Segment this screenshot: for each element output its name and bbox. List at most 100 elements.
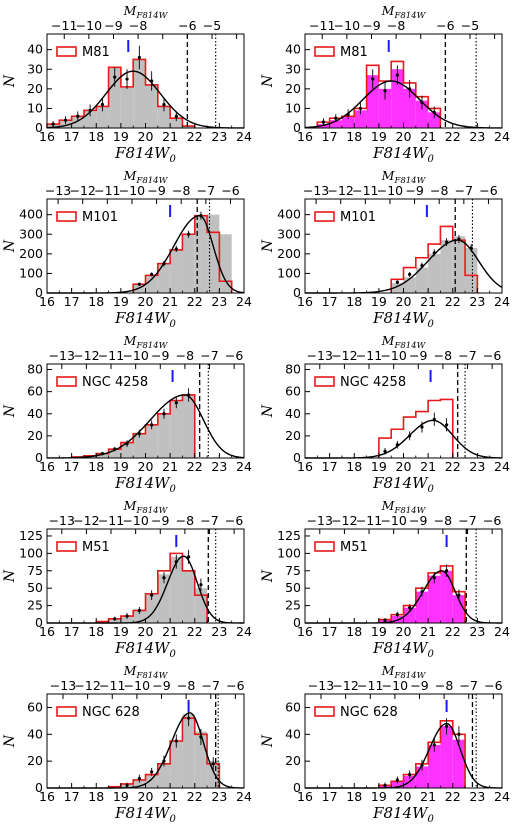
top-axis-title: MF814W <box>123 333 169 351</box>
top-tick-label: −7 <box>460 678 478 693</box>
x-tick-label: 21 <box>162 624 178 639</box>
model-point <box>395 280 399 284</box>
x-tick-label: 21 <box>162 789 178 804</box>
fill-bar <box>428 575 441 623</box>
fill-bar <box>133 59 146 129</box>
fill-bar <box>182 394 195 458</box>
x-tick-label: 23 <box>469 459 485 474</box>
model-point <box>395 613 399 617</box>
model-point <box>432 251 436 255</box>
model-point <box>150 272 154 276</box>
top-axis-title-main: M <box>381 168 396 183</box>
y-tick-label: 125 <box>19 528 43 543</box>
x-axis-title-sub: 0 <box>170 649 177 660</box>
legend-label: NGC 4258 <box>82 375 148 390</box>
top-tick-label: −11 <box>309 18 335 33</box>
x-tick-label: 20 <box>396 624 412 639</box>
y-tick-label: 20 <box>27 753 43 768</box>
fill-bar <box>108 67 121 128</box>
top-tick-label: −11 <box>51 18 77 33</box>
x-tick-label: 21 <box>162 294 178 309</box>
x-tick-label: 16 <box>39 789 55 804</box>
top-axis-title-main: M <box>381 498 396 513</box>
top-axis-title-main: M <box>123 3 138 18</box>
model-curve <box>47 394 245 459</box>
top-tick-label: −12 <box>74 678 100 693</box>
x-tick-label: 23 <box>211 624 227 639</box>
legend-label: M101 <box>340 210 376 225</box>
top-axis-title-main: M <box>381 663 396 678</box>
fill-bar <box>157 263 171 293</box>
panel-4: 16 17 18 19 20 21 22 23 24 0 100 200 300 400−13−12−11… <box>260 168 510 330</box>
fill-bar <box>170 400 183 458</box>
legend-label: M81 <box>82 45 110 60</box>
fill-bar <box>170 556 183 623</box>
x-tick-label: 18 <box>346 624 362 639</box>
top-tick-label: −9 <box>151 513 169 528</box>
x-tick-label: 17 <box>64 459 80 474</box>
model-point <box>420 590 424 594</box>
x-axis-title: F814W0 <box>114 474 176 495</box>
model-point <box>125 783 129 787</box>
top-tick-label: −11 <box>357 678 383 693</box>
top-axis-title-sub: F814W <box>135 176 168 186</box>
top-axis-title-main: M <box>381 333 396 348</box>
y-tick-label: 40 <box>285 406 301 421</box>
x-tick-label: 24 <box>236 789 252 804</box>
x-tick-label: 24 <box>494 624 510 639</box>
y-tick-label: 30 <box>285 61 301 76</box>
legend-label: M51 <box>340 540 368 555</box>
model-point <box>150 593 154 597</box>
top-tick-label: −7 <box>455 183 473 198</box>
x-tick-label: 18 <box>346 789 362 804</box>
fill-bar <box>182 714 195 788</box>
top-axis-title: MF814W <box>123 498 169 516</box>
top-axis-title-sub: F814W <box>393 671 426 681</box>
top-tick-label: −10 <box>382 678 408 693</box>
y-axis-title: N <box>260 734 276 748</box>
fill-bar <box>120 616 134 623</box>
top-axis-title-sub: F814W <box>393 176 426 186</box>
fill-bar <box>182 234 195 293</box>
top-tick-label: −13 <box>49 348 75 363</box>
x-tick-label: 18 <box>88 129 104 144</box>
model-point <box>100 102 105 107</box>
x-tick-label: 19 <box>371 129 387 144</box>
model-point <box>383 89 387 93</box>
fill-bar <box>71 116 84 128</box>
fill-bar <box>170 118 183 128</box>
legend: NGC 628 <box>314 705 398 720</box>
legend-swatch <box>56 211 77 222</box>
top-axis-title-sub: F814W <box>393 11 426 21</box>
model-point <box>383 618 387 622</box>
x-axis-title: F814W0 <box>114 309 176 330</box>
y-tick-label: 80 <box>27 362 43 377</box>
legend-swatch <box>314 211 335 222</box>
x-tick-label: 24 <box>494 129 510 144</box>
fill-bar <box>145 275 158 293</box>
fill-bar <box>391 781 404 788</box>
y-tick-label: 0 <box>293 450 301 465</box>
top-tick-label: −10 <box>119 183 145 198</box>
y-tick-label: 0 <box>35 780 43 795</box>
legend-label: M101 <box>82 210 118 225</box>
top-tick-label: −6 <box>226 678 244 693</box>
top-tick-label: −9 <box>147 183 165 198</box>
y-axis-title: N <box>260 74 276 88</box>
top-tick-label: −10 <box>76 18 102 33</box>
fill-bar <box>465 247 478 293</box>
x-axis-title: F814W0 <box>372 639 434 660</box>
fill-bar <box>317 124 330 128</box>
top-tick-label: −8 <box>435 678 453 693</box>
x-tick-label: 18 <box>346 459 362 474</box>
top-tick-label: −13 <box>45 183 71 198</box>
x-axis-title: F814W0 <box>372 804 434 825</box>
panel-8: 16 17 18 19 20 21 22 23 24 0 25 50 75 100 125 −13−12−11… <box>260 498 510 660</box>
y-axis-title: N <box>260 404 276 418</box>
model-point <box>444 569 449 573</box>
legend-swatch <box>56 706 77 717</box>
top-axis-title-main: M <box>123 168 138 183</box>
y-axis-title: N <box>2 734 18 748</box>
top-tick-label: −9 <box>405 183 423 198</box>
x-tick-label: 21 <box>420 294 436 309</box>
